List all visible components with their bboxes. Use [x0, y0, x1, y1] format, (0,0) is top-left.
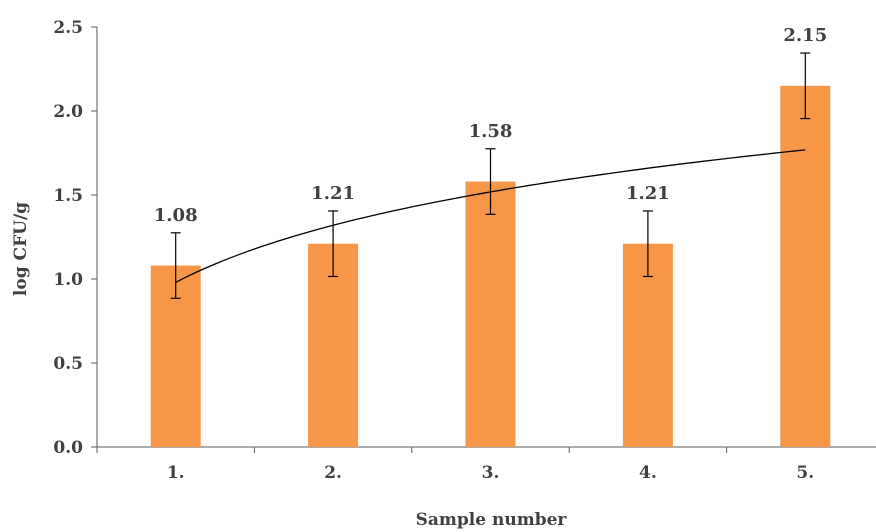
data-labels: 1.08 1.21 1.58 1.21 2.15: [154, 25, 827, 226]
x-tick-label: 3.: [482, 463, 500, 483]
bars: [150, 85, 831, 448]
y-tick-labels: 0.0 0.5 1.0 1.5 2.0 2.5: [53, 18, 83, 458]
data-label: 1.58: [469, 121, 513, 142]
y-axis-title: log CFU/g: [11, 202, 31, 296]
x-tick-label: 5.: [796, 463, 814, 483]
x-axis-title: Sample number: [416, 510, 568, 530]
bar: [780, 85, 831, 448]
x-tick-label: 1.: [167, 463, 185, 483]
bar: [622, 243, 673, 447]
data-label: 1.08: [154, 205, 198, 226]
data-label: 1.21: [626, 183, 670, 204]
data-label: 1.21: [311, 183, 355, 204]
y-tick-label: 0.5: [53, 354, 83, 374]
bar: [465, 181, 516, 447]
y-tick-label: 1.0: [53, 270, 83, 290]
y-tick-label: 0.0: [53, 438, 83, 458]
x-tick-labels: 1. 2. 3. 4. 5.: [167, 463, 814, 483]
y-tick-label: 2.0: [53, 102, 83, 122]
bar: [308, 243, 359, 447]
x-tick-label: 2.: [324, 463, 342, 483]
y-tick-label: 1.5: [53, 186, 83, 206]
x-tick-label: 4.: [639, 463, 657, 483]
error-bars: [170, 52, 811, 299]
y-tick-label: 2.5: [53, 18, 83, 38]
data-label: 2.15: [783, 25, 827, 46]
